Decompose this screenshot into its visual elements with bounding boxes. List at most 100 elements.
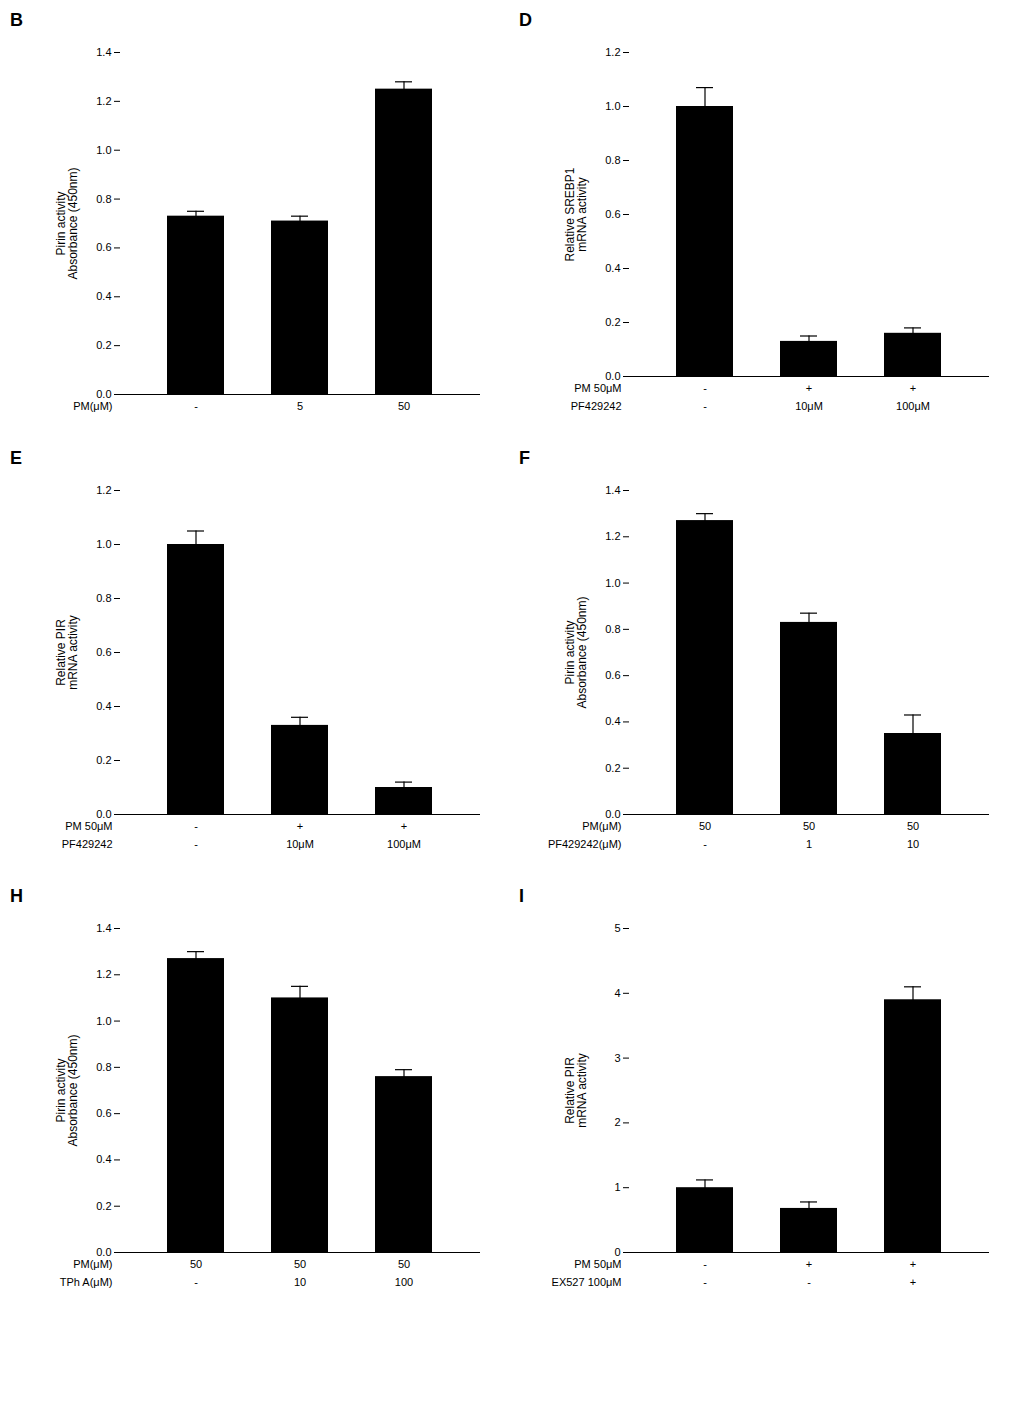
svg-text:+: + <box>910 1258 916 1270</box>
svg-text:10: 10 <box>294 1276 306 1288</box>
svg-text:4: 4 <box>614 987 620 999</box>
svg-text:0.0: 0.0 <box>605 808 620 820</box>
svg-text:Pirin activityAbsorbance (450n: Pirin activityAbsorbance (450nm) <box>54 1034 80 1146</box>
svg-text:0: 0 <box>614 1246 620 1258</box>
svg-text:2: 2 <box>614 1116 620 1128</box>
svg-text:-: - <box>194 1276 198 1288</box>
svg-text:0.4: 0.4 <box>96 700 111 712</box>
svg-text:+: + <box>910 1276 916 1288</box>
svg-text:1.0: 1.0 <box>605 100 620 112</box>
svg-text:-: - <box>703 1258 707 1270</box>
svg-text:0.8: 0.8 <box>96 592 111 604</box>
svg-text:EX527 100μM: EX527 100μM <box>552 1276 622 1288</box>
svg-text:3: 3 <box>614 1052 620 1064</box>
svg-text:1.2: 1.2 <box>96 968 111 980</box>
svg-text:0.4: 0.4 <box>96 1153 111 1165</box>
svg-text:0.2: 0.2 <box>96 1200 111 1212</box>
svg-text:0.6: 0.6 <box>605 669 620 681</box>
svg-text:100μM: 100μM <box>896 400 930 412</box>
svg-text:50: 50 <box>803 820 815 832</box>
svg-text:0.4: 0.4 <box>96 290 111 302</box>
svg-text:TPh A(μM): TPh A(μM) <box>60 1276 113 1288</box>
svg-text:PM 50μM: PM 50μM <box>574 382 621 394</box>
svg-text:0.2: 0.2 <box>96 339 111 351</box>
svg-text:-: - <box>703 1276 707 1288</box>
svg-text:0.0: 0.0 <box>605 370 620 382</box>
svg-text:1.0: 1.0 <box>96 538 111 550</box>
svg-text:-: - <box>194 838 198 850</box>
svg-text:1.0: 1.0 <box>96 144 111 156</box>
svg-text:1.2: 1.2 <box>605 530 620 542</box>
svg-text:10μM: 10μM <box>286 838 314 850</box>
svg-text:0.0: 0.0 <box>96 388 111 400</box>
svg-text:PM 50μM: PM 50μM <box>574 1258 621 1270</box>
svg-text:+: + <box>806 1258 812 1270</box>
html-text:H: H <box>10 886 23 906</box>
svg-text:Pirin activityAbsorbance (450n: Pirin activityAbsorbance (450nm) <box>563 596 589 708</box>
svg-text:PM(μM): PM(μM) <box>73 400 112 412</box>
svg-text:50: 50 <box>294 1258 306 1270</box>
svg-text:0.6: 0.6 <box>605 208 620 220</box>
svg-text:-: - <box>194 400 198 412</box>
svg-text:PF429242: PF429242 <box>571 400 622 412</box>
svg-text:10: 10 <box>907 838 919 850</box>
svg-text:-: - <box>194 820 198 832</box>
svg-text:1.2: 1.2 <box>96 484 111 496</box>
svg-text:+: + <box>806 382 812 394</box>
svg-text:Pirin activityAbsorbance (450n: Pirin activityAbsorbance (450nm) <box>54 167 80 279</box>
svg-text:1.4: 1.4 <box>605 484 620 496</box>
html-text:F: F <box>519 448 530 468</box>
svg-text:0.2: 0.2 <box>605 316 620 328</box>
svg-text:50: 50 <box>398 400 410 412</box>
svg-text:5: 5 <box>614 922 620 934</box>
svg-text:Relative SREBP1mRNA activity: Relative SREBP1mRNA activity <box>563 167 589 261</box>
svg-text:Relative PIRmRNA activity: Relative PIRmRNA activity <box>563 1053 589 1128</box>
svg-text:0.8: 0.8 <box>605 623 620 635</box>
svg-text:-: - <box>807 1276 811 1288</box>
svg-text:+: + <box>297 820 303 832</box>
svg-text:1.4: 1.4 <box>96 46 111 58</box>
svg-text:1.2: 1.2 <box>605 46 620 58</box>
svg-text:50: 50 <box>190 1258 202 1270</box>
svg-text:+: + <box>910 382 916 394</box>
svg-text:Relative PIRmRNA activity: Relative PIRmRNA activity <box>54 615 80 690</box>
svg-text:+: + <box>401 820 407 832</box>
svg-text:0.4: 0.4 <box>605 262 620 274</box>
svg-text:PM 50μM: PM 50μM <box>65 820 112 832</box>
svg-text:1: 1 <box>806 838 812 850</box>
html-text:E: E <box>10 448 22 468</box>
svg-text:50: 50 <box>699 820 711 832</box>
svg-text:PM(μM): PM(μM) <box>73 1258 112 1270</box>
svg-text:1: 1 <box>614 1181 620 1193</box>
svg-text:0.2: 0.2 <box>605 762 620 774</box>
svg-text:-: - <box>703 400 707 412</box>
svg-text:PF429242: PF429242 <box>62 838 113 850</box>
svg-text:0.6: 0.6 <box>96 241 111 253</box>
svg-text:0.0: 0.0 <box>96 1246 111 1258</box>
svg-text:50: 50 <box>907 820 919 832</box>
html-text:I: I <box>519 886 524 906</box>
svg-text:1.4: 1.4 <box>96 922 111 934</box>
svg-text:0.6: 0.6 <box>96 646 111 658</box>
html-text:B: B <box>10 10 23 30</box>
svg-text:0.4: 0.4 <box>605 715 620 727</box>
html-text:D: D <box>519 10 532 30</box>
svg-text:10μM: 10μM <box>795 400 823 412</box>
svg-text:0.8: 0.8 <box>96 193 111 205</box>
svg-text:1.0: 1.0 <box>605 577 620 589</box>
svg-text:0.2: 0.2 <box>96 754 111 766</box>
svg-text:100μM: 100μM <box>387 838 421 850</box>
svg-text:0.8: 0.8 <box>96 1061 111 1073</box>
svg-text:1.0: 1.0 <box>96 1015 111 1027</box>
svg-text:-: - <box>703 382 707 394</box>
svg-text:PM(μM): PM(μM) <box>582 820 621 832</box>
svg-text:-: - <box>703 838 707 850</box>
svg-text:100: 100 <box>395 1276 413 1288</box>
svg-text:0.8: 0.8 <box>605 154 620 166</box>
svg-text:50: 50 <box>398 1258 410 1270</box>
svg-text:0.6: 0.6 <box>96 1107 111 1119</box>
svg-text:PF429242(μM): PF429242(μM) <box>548 838 622 850</box>
svg-text:5: 5 <box>297 400 303 412</box>
svg-text:0.0: 0.0 <box>96 808 111 820</box>
svg-text:1.2: 1.2 <box>96 95 111 107</box>
